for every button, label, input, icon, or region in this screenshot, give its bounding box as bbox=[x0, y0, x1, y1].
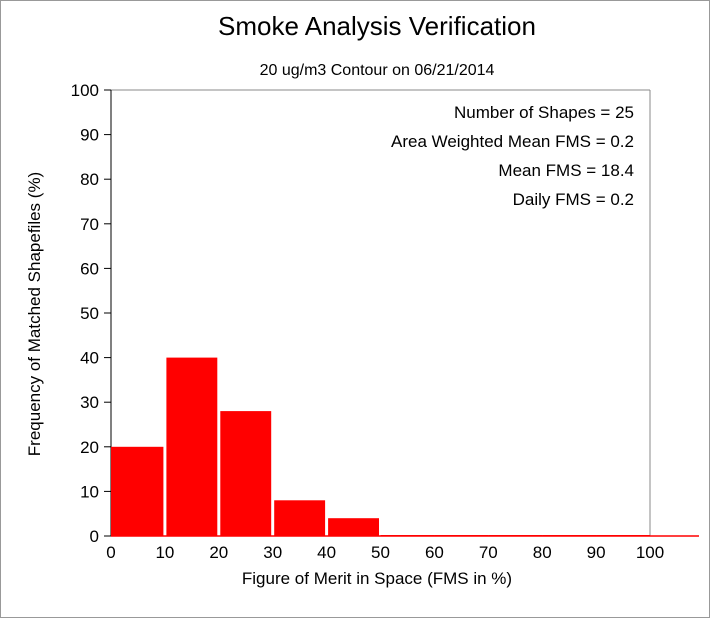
y-tick-label: 20 bbox=[80, 438, 99, 457]
stat-annotation: Daily FMS = 0.2 bbox=[513, 190, 634, 209]
x-tick-label: 60 bbox=[425, 543, 444, 562]
y-axis-ticks: 0 10 20 30 40 50 60 70 80 90 100 bbox=[71, 81, 111, 546]
histogram-bar bbox=[166, 357, 218, 536]
histogram-bar bbox=[328, 518, 379, 536]
chart-title: Smoke Analysis Verification bbox=[218, 11, 536, 41]
histogram-bar bbox=[488, 535, 543, 536]
y-tick-label: 100 bbox=[71, 81, 99, 100]
histogram-bar bbox=[596, 535, 650, 536]
y-tick-label: 40 bbox=[80, 349, 99, 368]
stat-annotation: Number of Shapes = 25 bbox=[454, 103, 634, 122]
y-tick-label: 10 bbox=[80, 482, 99, 501]
y-tick-label: 90 bbox=[80, 126, 99, 145]
y-tick-label: 0 bbox=[90, 527, 99, 546]
stat-annotation: Area Weighted Mean FMS = 0.2 bbox=[391, 132, 634, 151]
stats-annotations: Number of Shapes = 25 Area Weighted Mean … bbox=[391, 103, 634, 209]
x-tick-label: 0 bbox=[106, 543, 115, 562]
y-tick-label: 60 bbox=[80, 259, 99, 278]
x-tick-label: 70 bbox=[479, 543, 498, 562]
y-tick-label: 50 bbox=[80, 304, 99, 323]
x-axis-ticks: 0 10 20 30 40 50 60 70 80 90 100 bbox=[106, 543, 664, 562]
histogram-bar bbox=[542, 535, 597, 536]
x-tick-label: 100 bbox=[636, 543, 664, 562]
x-tick-label: 90 bbox=[587, 543, 606, 562]
stat-annotation: Mean FMS = 18.4 bbox=[498, 161, 634, 180]
x-tick-label: 50 bbox=[371, 543, 390, 562]
histogram-bar bbox=[434, 535, 489, 536]
y-axis-label: Frequency of Matched Shapefiles (%) bbox=[25, 172, 44, 456]
y-tick-label: 80 bbox=[80, 170, 99, 189]
x-tick-label: 40 bbox=[317, 543, 336, 562]
x-tick-label: 80 bbox=[533, 543, 552, 562]
histogram-bar bbox=[111, 446, 164, 536]
histogram-bar bbox=[274, 500, 326, 536]
x-tick-label: 20 bbox=[209, 543, 228, 562]
y-tick-label: 70 bbox=[80, 215, 99, 234]
x-tick-label: 30 bbox=[263, 543, 282, 562]
histogram-bar bbox=[380, 535, 435, 536]
y-tick-label: 30 bbox=[80, 393, 99, 412]
x-tick-label: 10 bbox=[155, 543, 174, 562]
x-axis-label: Figure of Merit in Space (FMS in %) bbox=[242, 569, 512, 588]
bars bbox=[111, 357, 699, 537]
histogram-bar bbox=[220, 411, 272, 536]
chart-subtitle: 20 ug/m3 Contour on 06/21/2014 bbox=[260, 62, 495, 79]
